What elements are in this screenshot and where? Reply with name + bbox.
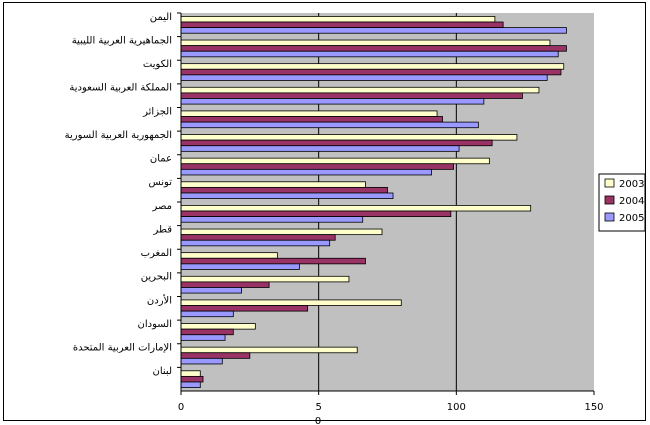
bar-2003 [180,205,532,212]
bar-2003 [180,134,518,141]
bar-2004 [180,352,251,359]
bar-2005 [180,145,460,152]
bar-2004 [180,328,234,336]
legend: 2003 2004 2005 [598,173,646,232]
bar-2005 [180,192,394,199]
category-label: البحرين [141,272,172,283]
bar-2003 [180,252,278,259]
bar-2003 [180,228,383,236]
bar-2003 [180,16,496,23]
bar-2005 [180,168,432,176]
category-label: الأردن [147,293,172,306]
bar-2005 [180,216,364,223]
bar-2005 [180,98,485,105]
category-label: تونس [149,177,173,188]
category-label: الجمهورية العربية السورية [65,130,172,141]
bar-2004 [180,68,562,76]
bar-2005 [180,357,223,365]
bar-2005 [180,381,201,388]
category-label: الكويت [143,59,172,70]
bar-2004 [180,234,336,241]
bar-2004 [180,92,523,99]
category-label: مصر [151,201,172,212]
category-label: اليمن [150,12,172,23]
bar-2005 [180,263,300,270]
bar-2005 [180,287,242,294]
category-label: قطر [152,224,172,235]
legend-label: 2003 [619,179,644,190]
category-label: لبنان [153,366,172,377]
legend-label: 2005 [619,213,644,224]
x-tick-label: 0 [178,402,184,413]
bar-2003 [180,86,540,94]
bar-2004 [180,163,454,170]
x-tick-label: 100 [447,402,466,413]
bar-2004 [180,186,388,194]
bar-2004 [180,139,493,147]
bar-2005 [180,74,548,81]
x-tick-labels: 0 5 100 150 [178,391,604,413]
bar-2004 [180,375,204,383]
x-tick-label: 150 [584,402,603,413]
bar-2005 [180,121,479,129]
bar-2003 [180,275,350,283]
bar-2003 [180,346,358,354]
category-labels: اليمن الجماهيرية العربية الليبية الكويت الم… [65,12,181,377]
bar-2003 [180,181,366,188]
bar-2004 [180,116,443,123]
x-axis-label: 0 [315,416,321,425]
category-label: السودان [138,319,173,330]
category-label: المغرب [141,248,172,259]
bar-2003 [180,157,490,165]
legend-label: 2004 [619,196,644,207]
bar-2003 [180,323,256,330]
bar-2005 [180,239,331,247]
bar-2005 [180,310,234,318]
bar-2004 [180,281,270,288]
bars [180,16,567,388]
category-label: المملكة العربية السعودية [69,83,172,94]
bar-2003 [180,299,402,306]
bar-2005 [180,50,559,58]
legend-swatch-2004 [604,195,615,205]
bar-2004 [180,21,504,29]
bar-2004 [180,210,452,218]
legend-swatch-2005 [604,212,615,222]
bar-2003 [180,110,438,117]
category-label: الجزائر [142,106,172,117]
legend-swatch-2003 [604,178,615,188]
bar-2005 [180,334,226,341]
bar-2005 [180,27,567,34]
bar-2004 [180,257,366,265]
bar-2004 [180,305,309,312]
category-label: الإمارات العربية المتحدة [73,343,172,354]
bar-2003 [180,39,551,47]
bar-2003 [180,63,565,70]
category-label: الجماهيرية العربية الليبية [72,35,172,46]
bar-2004 [180,45,567,52]
bar-2003 [180,370,201,377]
category-label: عمان [150,154,172,165]
x-tick-label: 5 [315,402,321,413]
